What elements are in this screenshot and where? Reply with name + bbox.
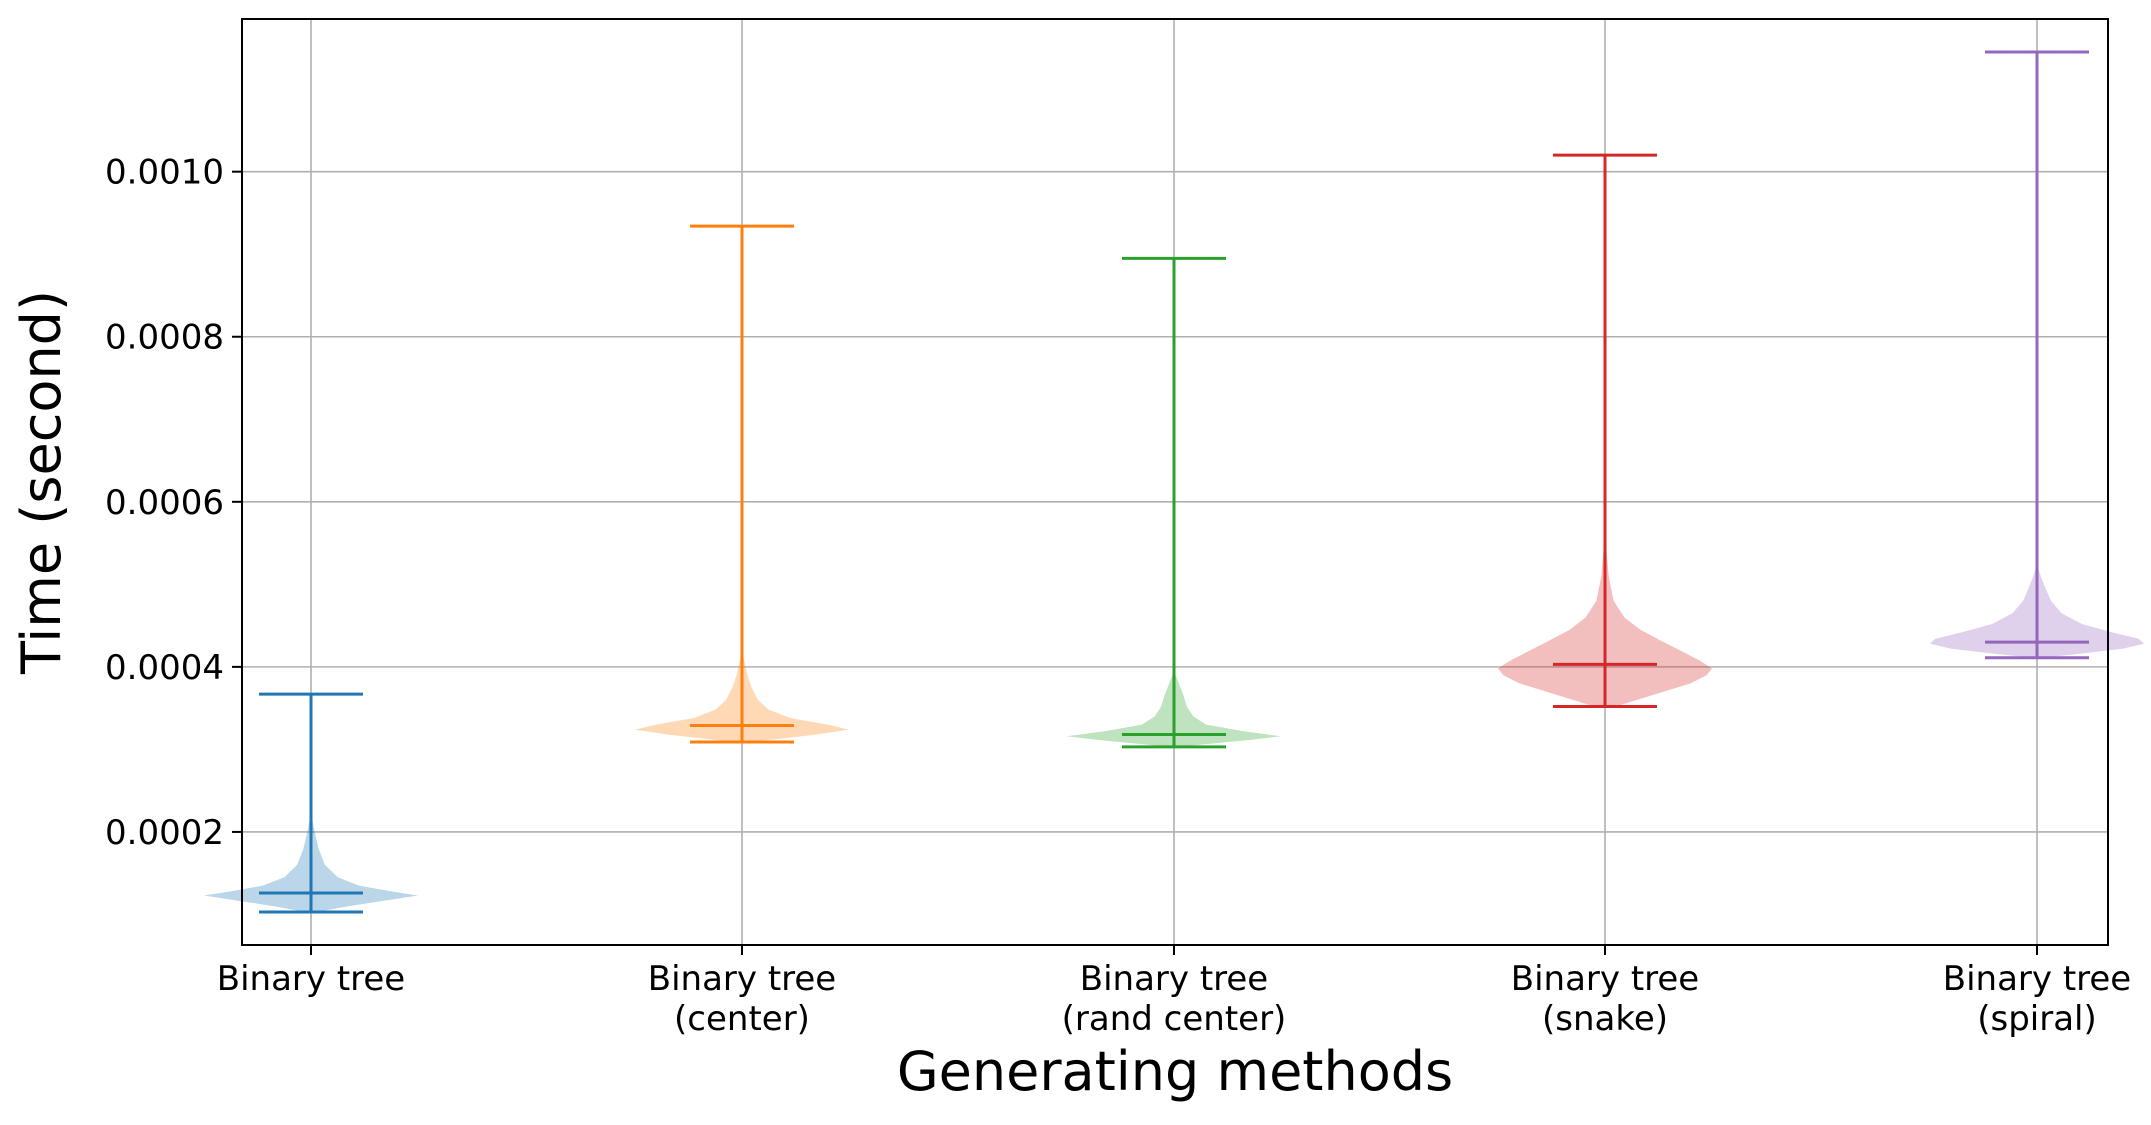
x-tick-label: Binary tree (snake) [1511, 959, 1699, 1039]
x-tick-label-line: Binary tree [217, 959, 405, 999]
x-tick-label: Binary tree (rand center) [1062, 959, 1287, 1039]
x-tick-label-line: (snake) [1542, 999, 1668, 1039]
x-tick-label-line: Binary tree [1943, 959, 2131, 999]
x-tick-label-line: Binary tree [1511, 959, 1699, 999]
x-tick-label: Binary tree (spiral) [1943, 959, 2131, 1039]
y-tick-label: 0.0010 [105, 153, 224, 193]
x-axis-title: Generating methods [897, 1040, 1453, 1103]
x-tick-label-line: (center) [674, 999, 810, 1039]
y-tick-label: 0.0006 [105, 483, 224, 523]
violin-statistics [259, 50, 2089, 914]
y-tick-label: 0.0008 [105, 318, 224, 358]
axis-labels: 0.0002 0.0004 0.0006 0.0008 0.0010 Binary tre… [10, 153, 2131, 1103]
x-tick-label-line: (rand center) [1062, 999, 1287, 1039]
x-tick-label: Binary tree [217, 959, 405, 999]
x-tick-label-line: Binary tree [1080, 959, 1268, 999]
y-tick-label: 0.0002 [105, 813, 224, 853]
x-tick-label: Binary tree (center) [648, 959, 836, 1039]
y-tick-label: 0.0004 [105, 648, 224, 688]
y-axis-title: Time (second) [10, 290, 73, 675]
axis-ticks [232, 170, 2038, 955]
x-tick-label-line: (spiral) [1977, 999, 2097, 1039]
x-tick-label-line: Binary tree [648, 959, 836, 999]
